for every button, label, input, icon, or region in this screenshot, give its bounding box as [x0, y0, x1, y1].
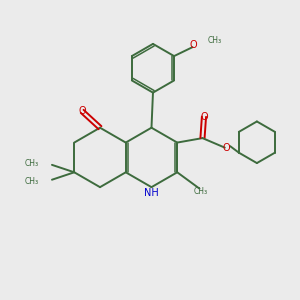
Text: O: O — [223, 142, 230, 153]
Text: CH₃: CH₃ — [25, 177, 39, 186]
Text: CH₃: CH₃ — [194, 187, 208, 196]
Text: CH₃: CH₃ — [25, 159, 39, 168]
Text: CH₃: CH₃ — [208, 36, 222, 45]
Text: O: O — [78, 106, 86, 116]
Text: O: O — [189, 40, 197, 50]
Text: O: O — [200, 112, 208, 122]
Text: NH: NH — [144, 188, 159, 198]
